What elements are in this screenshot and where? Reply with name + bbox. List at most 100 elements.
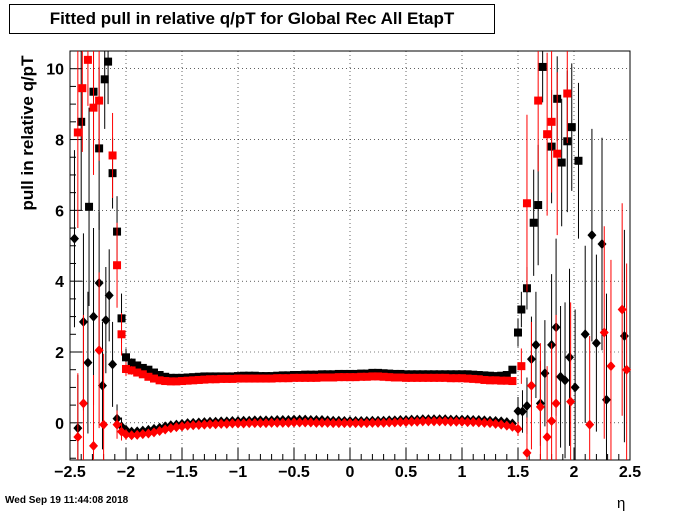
square-marker: [529, 218, 538, 227]
diamond-marker: [423, 416, 433, 427]
square-marker: [452, 374, 461, 383]
square-marker: [83, 55, 92, 64]
square-marker: [446, 374, 455, 383]
square-marker: [486, 371, 494, 380]
square-marker: [474, 371, 483, 380]
square-marker: [228, 374, 237, 383]
diamond-marker: [183, 420, 193, 431]
diamond-marker: [517, 406, 527, 417]
diamond-marker: [418, 416, 428, 427]
y-axis-label: pull in relative q/pT: [18, 55, 37, 211]
square-marker: [77, 117, 86, 126]
square-marker: [301, 373, 310, 382]
diamond-marker: [351, 418, 361, 429]
square-marker: [508, 365, 517, 374]
diamond-marker: [97, 380, 107, 391]
diamond-marker: [323, 417, 333, 428]
diamond-marker: [143, 428, 153, 439]
square-marker: [161, 377, 170, 386]
square-marker: [374, 372, 382, 381]
square-marker: [155, 371, 164, 380]
diamond-marker: [474, 417, 484, 428]
square-marker: [113, 261, 122, 270]
square-marker: [172, 377, 181, 386]
square-marker: [346, 373, 354, 382]
square-marker: [239, 374, 248, 383]
diamond-marker: [104, 290, 114, 301]
square-marker: [474, 375, 483, 384]
square-marker: [480, 371, 489, 380]
square-marker: [534, 96, 543, 105]
diamond-marker: [83, 357, 93, 368]
diamond-marker: [78, 398, 88, 409]
x-axis-label: η: [617, 495, 626, 512]
square-marker: [122, 364, 130, 373]
diamond-marker: [617, 304, 627, 315]
diamond-marker: [272, 417, 282, 428]
square-marker: [543, 130, 552, 139]
diamond-marker: [289, 417, 299, 428]
diamond-marker: [227, 418, 237, 429]
diamond-marker: [166, 423, 176, 434]
square-marker: [318, 373, 326, 382]
diamond-marker: [300, 417, 310, 428]
square-marker: [357, 372, 366, 381]
square-marker: [538, 62, 547, 71]
square-marker: [150, 368, 158, 377]
diamond-marker: [551, 398, 561, 409]
diamond-marker: [522, 400, 532, 411]
diamond-marker: [565, 352, 575, 363]
square-marker: [104, 57, 113, 66]
diamond-marker: [244, 418, 254, 429]
square-marker: [200, 375, 209, 384]
square-marker: [89, 103, 98, 112]
square-marker: [166, 377, 175, 386]
diamond-marker: [73, 431, 83, 442]
diamond-marker: [599, 327, 609, 338]
diamond-marker: [591, 338, 601, 349]
square-marker: [463, 374, 472, 383]
square-marker: [155, 376, 164, 385]
y-tick-label: 2: [55, 345, 64, 362]
diamond-marker: [531, 339, 541, 350]
diamond-marker: [89, 311, 99, 322]
square-marker: [385, 373, 394, 382]
square-marker: [117, 330, 126, 339]
square-marker: [183, 376, 192, 385]
square-marker: [150, 374, 158, 383]
square-marker: [458, 374, 466, 383]
diamond-marker: [622, 364, 632, 375]
diamond-marker: [311, 417, 321, 428]
square-marker: [508, 377, 517, 386]
square-marker: [144, 365, 153, 374]
diamond-marker: [451, 416, 461, 427]
diamond-marker: [108, 359, 118, 370]
diamond-marker: [606, 361, 616, 372]
diamond-marker: [317, 417, 327, 428]
diamond-marker: [496, 419, 506, 430]
diamond-marker: [580, 329, 590, 340]
square-marker: [194, 375, 203, 384]
square-marker: [340, 373, 349, 382]
square-marker: [234, 374, 242, 383]
diamond-marker: [306, 417, 316, 428]
square-marker: [206, 375, 214, 384]
x-tick-label: 2.5: [619, 464, 641, 481]
diamond-marker: [457, 416, 467, 427]
x-tick-label: 0: [346, 464, 355, 481]
diamond-marker: [440, 416, 450, 427]
diamond-marker: [194, 419, 204, 430]
diamond-marker: [171, 422, 181, 433]
diamond-marker: [407, 416, 417, 427]
square-marker: [563, 89, 572, 98]
square-marker: [334, 373, 343, 382]
square-marker: [463, 370, 472, 379]
square-marker: [133, 368, 142, 377]
diamond-marker: [89, 440, 99, 451]
square-marker: [95, 96, 104, 105]
diamond-marker: [585, 419, 595, 430]
diamond-marker: [239, 418, 249, 429]
square-marker: [424, 373, 433, 382]
diamond-marker: [522, 447, 532, 458]
square-marker: [100, 75, 109, 84]
